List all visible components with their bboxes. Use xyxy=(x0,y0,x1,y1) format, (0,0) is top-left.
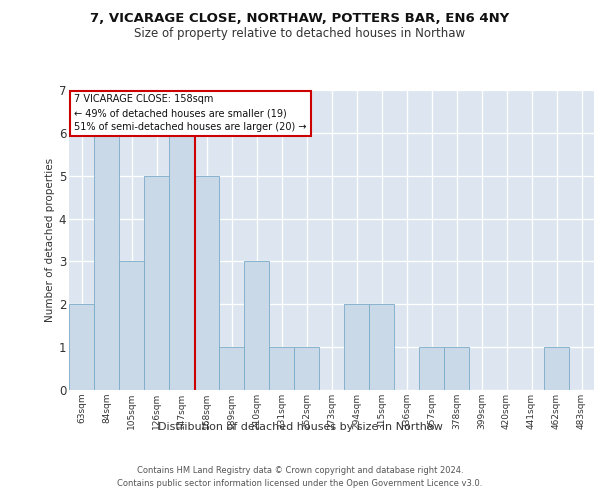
Text: Distribution of detached houses by size in Northaw: Distribution of detached houses by size … xyxy=(158,422,442,432)
Text: 7 VICARAGE CLOSE: 158sqm
← 49% of detached houses are smaller (19)
51% of semi-d: 7 VICARAGE CLOSE: 158sqm ← 49% of detach… xyxy=(74,94,307,132)
Bar xyxy=(119,262,144,390)
Bar xyxy=(219,347,244,390)
Text: 7, VICARAGE CLOSE, NORTHAW, POTTERS BAR, EN6 4NY: 7, VICARAGE CLOSE, NORTHAW, POTTERS BAR,… xyxy=(91,12,509,26)
Bar xyxy=(344,304,369,390)
Bar xyxy=(294,347,319,390)
Bar xyxy=(369,304,394,390)
Text: Size of property relative to detached houses in Northaw: Size of property relative to detached ho… xyxy=(134,28,466,40)
Bar xyxy=(194,176,219,390)
Bar xyxy=(269,347,294,390)
Bar xyxy=(444,347,469,390)
Bar xyxy=(244,262,269,390)
Text: Contains HM Land Registry data © Crown copyright and database right 2024.
Contai: Contains HM Land Registry data © Crown c… xyxy=(118,466,482,487)
Bar xyxy=(69,304,94,390)
Bar xyxy=(419,347,444,390)
Bar xyxy=(544,347,569,390)
Y-axis label: Number of detached properties: Number of detached properties xyxy=(44,158,55,322)
Bar xyxy=(94,133,119,390)
Bar xyxy=(144,176,169,390)
Bar xyxy=(169,133,194,390)
